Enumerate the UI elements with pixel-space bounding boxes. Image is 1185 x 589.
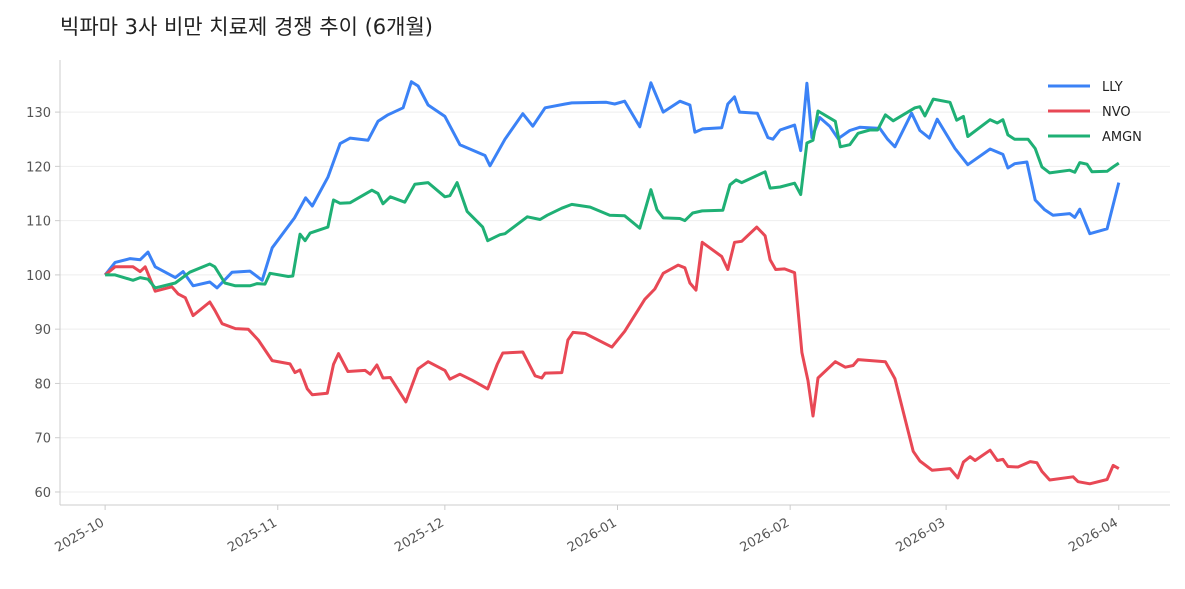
y-tick-label: 70 <box>34 432 51 447</box>
legend-label: NVO <box>1102 105 1131 120</box>
x-tick-label: 2025-11 <box>225 515 280 555</box>
line <box>103 80 1121 290</box>
x-tick-label: 2025-10 <box>53 515 108 555</box>
chart-title: 빅파마 3사 비만 치료제 경쟁 추이 (6개월) <box>60 15 433 39</box>
legend-label: AMGN <box>1102 130 1142 145</box>
y-tick-label: 60 <box>34 486 51 501</box>
line <box>104 225 1120 486</box>
y-tick-label: 100 <box>26 269 51 284</box>
line <box>105 97 1120 290</box>
x-tick-label: 2026-01 <box>565 515 620 555</box>
legend-label: LLY <box>1102 80 1123 95</box>
x-tick-label: 2025-12 <box>392 515 447 555</box>
y-tick-label: 130 <box>26 106 51 121</box>
y-tick-label: 90 <box>34 323 51 338</box>
x-tick-label: 2026-02 <box>738 515 793 555</box>
y-tick-label: 110 <box>26 215 51 230</box>
x-tick-label: 2026-04 <box>1066 515 1121 555</box>
y-tick-label: 120 <box>26 160 51 175</box>
y-tick-label: 80 <box>34 377 51 392</box>
x-tick-label: 2026-03 <box>894 515 949 555</box>
